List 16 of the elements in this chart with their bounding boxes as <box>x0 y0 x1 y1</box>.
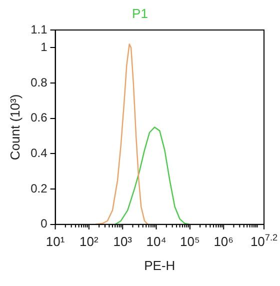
y-tick-label: 0.4 <box>30 146 48 160</box>
x-tick-label: 10³ <box>113 234 133 249</box>
x-tick-label: 10² <box>80 234 100 249</box>
x-tick-label: 10⁴ <box>146 234 166 249</box>
y-tick-label: 0.8 <box>30 75 48 90</box>
y-tick-label: 1.1 <box>30 22 48 36</box>
y-tick-label: 0 <box>40 216 48 231</box>
y-tick-label: 0.2 <box>30 181 48 196</box>
y-tick-label: 1 <box>40 40 48 54</box>
text: P1 <box>132 6 148 21</box>
x-tick-label: 10⁵ <box>180 234 200 249</box>
x-axis-title: PE-H <box>144 258 176 273</box>
y-tick-label: 0.6 <box>30 110 48 125</box>
y-axis-title: Count (10³) <box>7 94 22 160</box>
x-tick-label: 10¹ <box>46 234 66 249</box>
x-tick-label: 10⁶ <box>214 234 234 249</box>
